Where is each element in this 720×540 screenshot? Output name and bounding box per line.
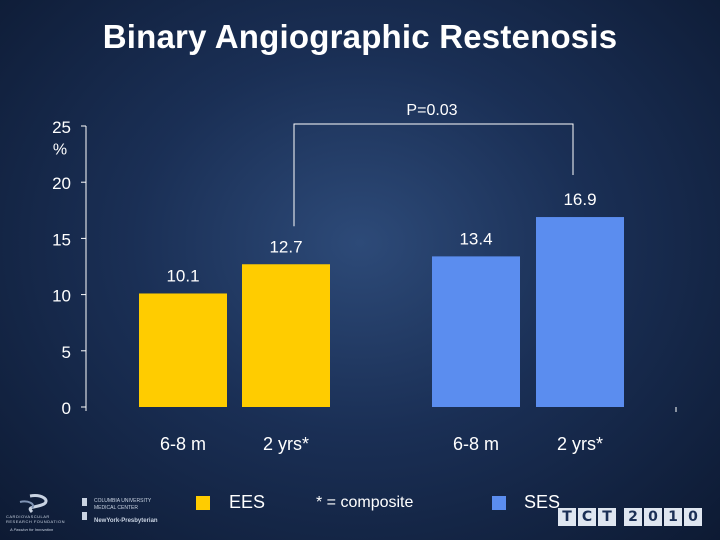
tct-logo-char: T (558, 508, 576, 526)
legend-ses-swatch (492, 496, 506, 510)
y-tick-label: 20 (52, 174, 71, 193)
y-axis-label: % (53, 141, 67, 158)
significance-bracket (293, 123, 574, 227)
y-tick-label: 10 (52, 287, 71, 306)
category-label: 6-8 m (160, 434, 206, 454)
nyp-logo-text: NewYork-Presbyterian (94, 518, 158, 524)
legend-ses-label: SES (524, 492, 561, 512)
legend-ees-swatch (196, 496, 210, 510)
bar-value-label: 13.4 (459, 229, 492, 248)
bar (139, 293, 227, 407)
category-label: 2 yrs* (557, 434, 603, 454)
tct-logo-char: 1 (664, 508, 682, 526)
axis-layer: 0 5 10 15 20 25% (52, 118, 677, 418)
legend-ees-label: EES (229, 492, 266, 512)
footer-logos: CARDIOVASCULAR RESEARCH FOUNDATION A Pas… (6, 492, 196, 534)
columbia-logo-text: COLUMBIA UNIVERSITY MEDICAL CENTER (94, 498, 152, 511)
y-tick-label: 5 (62, 343, 71, 362)
y-tick-label: 15 (52, 230, 71, 249)
bar-value-label: 10.1 (166, 266, 199, 285)
legend-note: * = composite (316, 494, 414, 511)
tct-logo-char: T (598, 508, 616, 526)
page-title: Binary Angiographic Restenosis (102, 18, 618, 55)
bar (242, 264, 330, 407)
category-label: 6-8 m (453, 434, 499, 454)
tct-logo-char: 0 (684, 508, 702, 526)
y-tick-label: 0 (62, 399, 71, 418)
bar-value-label: 16.9 (563, 190, 596, 209)
tct-logo-char: 2 (624, 508, 642, 526)
tct-logo-char: 0 (644, 508, 662, 526)
label-layer: 10.1 6-8 m 12.7 2 yrs* 13.4 6-8 m 16.9 2 yrs* P=… (160, 102, 603, 454)
y-tick-label: 25 (52, 118, 71, 137)
p-value-annotation: P=0.03 (406, 102, 457, 119)
crf-logo-text: CARDIOVASCULAR RESEARCH FOUNDATION (6, 514, 65, 524)
category-label: 2 yrs* (263, 434, 309, 454)
bar-value-label: 12.7 (269, 237, 302, 256)
crf-logo-icon (19, 494, 87, 520)
bar (432, 256, 520, 407)
bar-layer (139, 217, 624, 407)
crf-logo-sub: A Passion for Innovation (10, 527, 54, 532)
bar (536, 217, 624, 407)
tct-logo-char: C (578, 508, 596, 526)
